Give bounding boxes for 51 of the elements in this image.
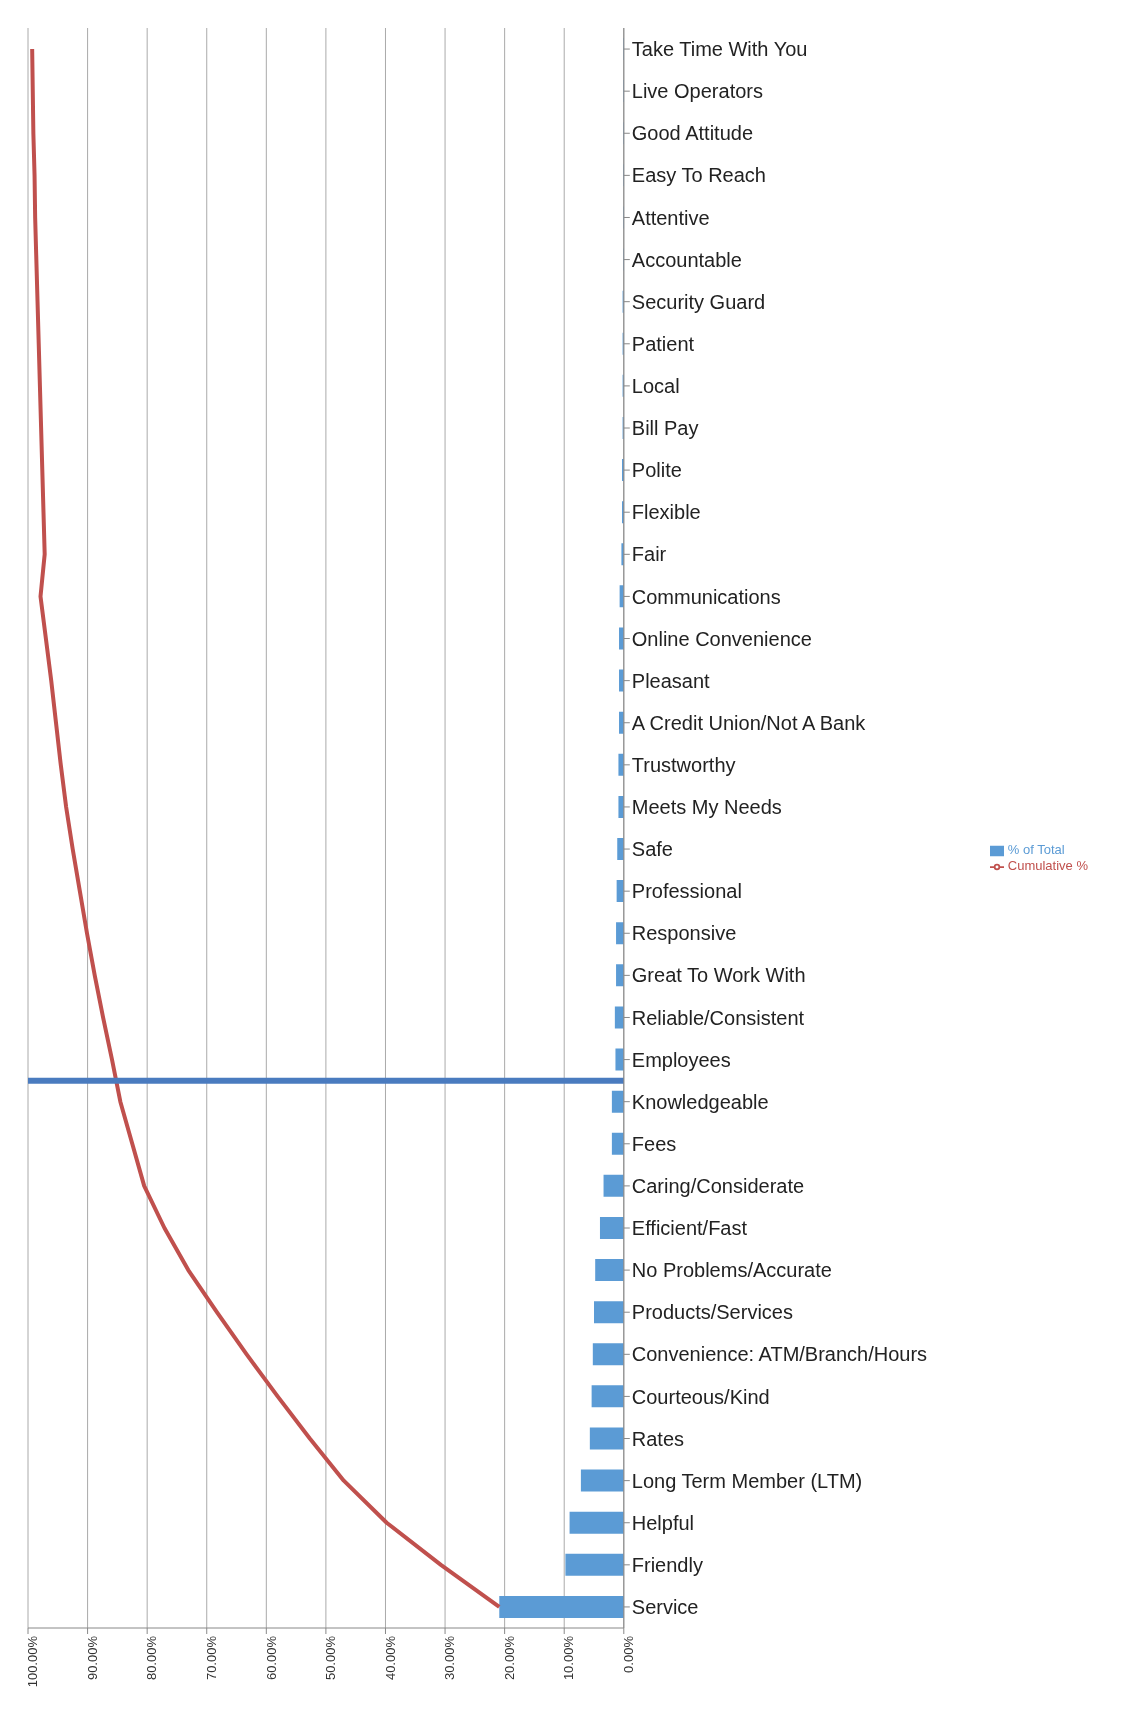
y-tick-label: Efficient/Fast [631,1217,748,1240]
y-tick-label: Responsive [631,922,737,945]
y-tick-label: Knowledgeable [631,1090,769,1113]
y-tick-label: A Credit Union/Not A Bank [631,711,867,734]
x-tick-label: 30.00% [442,1635,458,1681]
y-tick-label: Accountable [631,248,742,271]
y-tick-label: Security Guard [631,290,766,313]
x-tick-label: 70.00% [203,1635,219,1681]
x-tick-label: 60.00% [263,1635,279,1681]
y-tick-label: Great To Work With [631,964,806,987]
x-tick-label: 20.00% [501,1635,517,1681]
y-tick-label: Convenience: ATM/Branch/Hours [631,1343,928,1366]
y-tick-label: Fees [631,1132,677,1155]
y-tick-label: Caring/Considerate [631,1174,805,1197]
y-tick-label: Long Term Member (LTM) [631,1469,863,1492]
y-tick-label: Communications [631,585,781,608]
y-tick-label: Employees [631,1048,731,1071]
y-tick-label: Take Time With You [631,38,808,61]
legend-label: Cumulative % [1007,858,1088,873]
y-tick-label: Flexible [631,501,701,524]
y-tick-label: Fair [631,543,667,566]
y-tick-label: Trustworthy [631,753,736,776]
y-tick-label: Professional [631,880,742,903]
y-tick-label: Attentive [631,206,710,229]
x-tick-label: 100.00% [25,1635,41,1688]
x-tick-label: 50.00% [323,1635,339,1681]
y-tick-label: Service [631,1596,699,1619]
y-tick-label: Meets My Needs [631,796,782,819]
y-tick-label: Bill Pay [631,417,699,440]
y-tick-label: Rates [631,1427,685,1450]
y-tick-label: Reliable/Consistent [631,1006,805,1029]
y-tick-label: Pleasant [631,669,711,692]
y-tick-label: Online Convenience [631,627,812,650]
y-tick-label: Live Operators [631,80,763,103]
x-tick-label: 10.00% [561,1635,577,1681]
x-tick-label: 0.00% [621,1635,637,1673]
y-tick-label: Friendly [631,1553,703,1576]
x-tick-label: 90.00% [84,1635,100,1681]
y-tick-label: Courteous/Kind [631,1385,770,1408]
y-tick-label: Easy To Reach [631,164,766,187]
y-tick-label: Local [631,374,680,397]
y-tick-label: Safe [631,838,673,861]
y-tick-label: Polite [631,459,682,482]
x-tick-label: 80.00% [144,1635,160,1681]
legend-label: % of Total [1007,842,1065,858]
y-tick-label: Products/Services [631,1301,793,1324]
x-tick-label: 40.00% [382,1635,398,1681]
y-tick-label: Patient [631,332,695,355]
y-tick-label: No Problems/Accurate [631,1259,832,1282]
y-tick-label: Good Attitude [631,122,753,145]
y-tick-label: Helpful [631,1511,695,1534]
